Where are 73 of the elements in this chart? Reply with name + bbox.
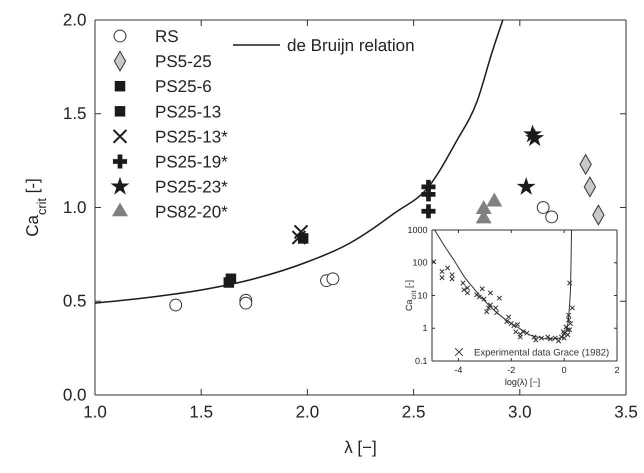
point <box>520 329 526 334</box>
legend-label: RS <box>155 27 179 46</box>
point <box>474 292 480 298</box>
x-axis-title: λ [−] <box>344 438 377 457</box>
x-tick-label: 1.0 <box>83 402 107 422</box>
point <box>568 320 574 326</box>
point <box>506 314 512 320</box>
y-tick-label: 0.5 <box>62 292 86 311</box>
point <box>421 187 436 202</box>
legend-label: PS25-23* <box>155 178 228 197</box>
point <box>531 334 537 340</box>
point <box>536 201 550 214</box>
point <box>563 324 569 330</box>
x-tick-label: -2 <box>507 364 516 375</box>
point <box>431 259 437 264</box>
point <box>439 268 445 274</box>
legend-label: PS5-25 <box>155 52 212 72</box>
point <box>566 317 572 323</box>
point <box>494 310 500 316</box>
point <box>484 309 490 314</box>
y-tick-label: 1000 <box>407 224 428 235</box>
point <box>226 274 236 284</box>
point <box>561 335 567 341</box>
legend-label: Experimental data Grace (1982) <box>474 348 610 358</box>
point <box>566 312 572 318</box>
point <box>326 272 340 286</box>
point <box>461 287 467 292</box>
y-tick-label: 1.0 <box>62 198 86 217</box>
point <box>239 296 252 310</box>
point <box>169 298 182 312</box>
point <box>556 338 562 344</box>
y-tick-label: 100 <box>412 258 428 268</box>
point <box>444 265 450 271</box>
y-tick-label: 2.0 <box>62 10 86 30</box>
point <box>488 290 494 296</box>
legend-label: PS25-6 <box>155 77 212 96</box>
point <box>525 128 544 146</box>
point <box>291 230 306 245</box>
y-tick-label: 1.5 <box>62 104 86 124</box>
x-tick-label: 1.5 <box>189 402 214 422</box>
x-tick-label: 2 <box>614 364 620 375</box>
y-tick-label: 1 <box>422 323 428 334</box>
legend-label: PS25-19* <box>155 152 228 172</box>
x-tick-label: 2.5 <box>402 402 426 422</box>
point <box>545 210 558 224</box>
x-tick-label: -4 <box>454 364 462 375</box>
point <box>516 176 536 195</box>
legend-label: PS82-20* <box>155 202 228 222</box>
x-tick-label: 0 <box>562 364 567 375</box>
point <box>449 272 455 278</box>
point <box>294 224 308 240</box>
point <box>570 305 576 311</box>
point <box>518 334 523 340</box>
y-tick-label: 10 <box>417 290 428 300</box>
point <box>449 276 455 282</box>
point <box>464 290 470 296</box>
x-tick-label: 3.5 <box>614 402 638 422</box>
point <box>480 286 485 292</box>
point <box>421 204 436 218</box>
x-axis-title: log(λ) [−] <box>504 377 540 387</box>
x-tick-label: 3.0 <box>508 402 532 422</box>
point <box>567 280 572 286</box>
y-tick-label: 0.1 <box>414 356 428 366</box>
point <box>511 322 517 328</box>
legend-label: PS25-13 <box>155 102 222 122</box>
y-tick-label: 0.0 <box>62 385 86 404</box>
x-tick-label: 2.0 <box>296 402 320 422</box>
point <box>496 295 502 301</box>
point <box>460 280 466 286</box>
legend-label: PS25-13* <box>155 127 228 146</box>
point <box>464 285 470 291</box>
legend-label: de Bruijn relation <box>287 36 415 55</box>
point <box>439 275 445 280</box>
